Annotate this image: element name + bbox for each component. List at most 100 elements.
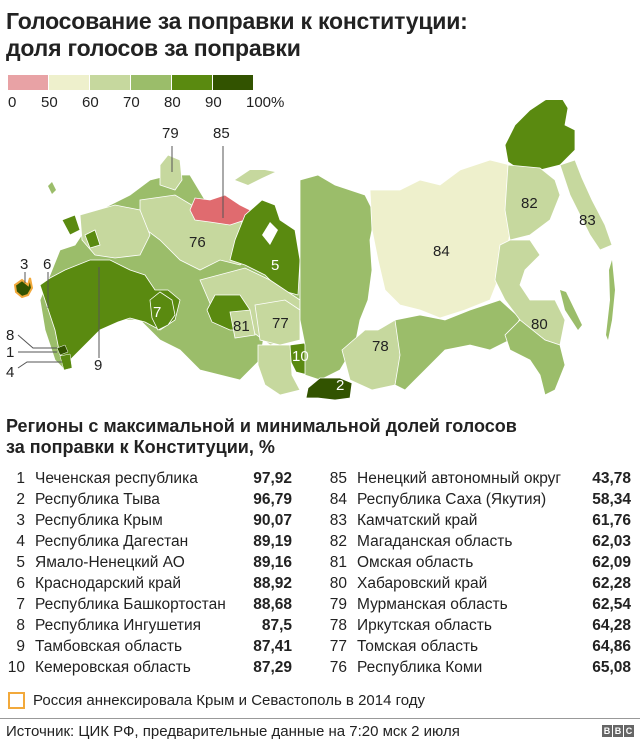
region-2-tyva	[305, 377, 353, 401]
region-name: Республика Ингушетия	[35, 617, 202, 634]
legend-tick: 90	[205, 94, 222, 111]
table-row: 76 Республика Коми 65,08	[320, 657, 636, 678]
table-row: 4 Республика Дагестан 89,19	[0, 531, 310, 552]
rank: 77	[329, 638, 347, 655]
bbc-logo-b2: B	[613, 725, 623, 737]
vote-share-value: 62,09	[592, 554, 631, 571]
region-name: Хабаровский край	[357, 575, 488, 592]
region-name: Краснодарский край	[35, 575, 181, 592]
region-central-light	[79, 204, 151, 259]
map-label-85: 85	[213, 125, 230, 142]
rank: 4	[16, 533, 25, 550]
region-name: Иркутская область	[357, 617, 492, 634]
vote-share-value: 87,29	[253, 659, 292, 676]
region-chukotka	[504, 100, 576, 171]
vote-share-value: 88,92	[253, 575, 292, 592]
table-row: 2 Республика Тыва 96,79	[0, 489, 310, 510]
rank: 83	[329, 512, 347, 529]
vote-share-value: 65,08	[592, 659, 631, 676]
vote-share-value: 62,03	[592, 533, 631, 550]
legend-tick: 70	[123, 94, 140, 111]
vote-share-value: 89,19	[253, 533, 292, 550]
region-name: Мурманская область	[357, 596, 508, 613]
region-83-kamchatka	[559, 159, 613, 251]
map-label-8: 8	[6, 327, 14, 344]
table-subtitle: Регионы с максимальной и минимальной дол…	[6, 416, 517, 458]
map-label-10: 10	[292, 348, 309, 365]
region-name: Республика Крым	[35, 512, 163, 529]
vote-share-value: 90,07	[253, 512, 292, 529]
table-row: 77 Томская область 64,86	[320, 636, 636, 657]
vote-share-value: 87,5	[261, 617, 292, 634]
rank: 8	[16, 617, 25, 634]
rank: 81	[329, 554, 347, 571]
table-row: 1 Чеченская республика 97,92	[0, 468, 310, 489]
legend-swatch-0-50	[8, 75, 48, 90]
islands-kuril	[606, 260, 615, 340]
legend-tick: 80	[164, 94, 181, 111]
table-row: 7 Республика Башкортостан 88,68	[0, 594, 310, 615]
map-label-6: 6	[43, 256, 51, 273]
subtitle-line-2: за поправки к Конституции, %	[6, 437, 275, 457]
map-label-4: 4	[6, 364, 14, 381]
region-transbaikal	[394, 299, 521, 391]
region-80-khabarovsk	[494, 239, 566, 346]
legend-tick: 0	[8, 94, 17, 111]
vote-share-value: 87,41	[253, 638, 292, 655]
rank: 78	[329, 617, 347, 634]
table-row: 80 Хабаровский край 62,28	[320, 573, 636, 594]
region-name: Кемеровская область	[35, 659, 191, 676]
vote-share-value: 58,34	[592, 491, 631, 508]
map-label-81: 81	[233, 318, 250, 335]
rank: 3	[16, 512, 25, 529]
region-name: Республика Коми	[357, 659, 483, 676]
region-name: Томская область	[357, 638, 479, 655]
map-label-84: 84	[433, 243, 450, 260]
vote-share-value: 62,28	[592, 575, 631, 592]
legend-swatch-90-100	[213, 75, 253, 90]
region-1-chechnya	[56, 344, 69, 356]
legend-swatch-70-80	[131, 75, 171, 90]
region-name: Тамбовская область	[35, 638, 183, 655]
island-sakhalin	[560, 290, 582, 330]
bbc-logo-c: C	[624, 725, 634, 737]
map-label-79: 79	[162, 125, 179, 142]
table-row: 9 Тамбовская область 87,41	[0, 636, 310, 657]
rank: 9	[16, 638, 25, 655]
map-label-5: 5	[271, 257, 279, 274]
vote-share-value: 88,68	[253, 596, 292, 613]
table-row: 3 Республика Крым 90,07	[0, 510, 310, 531]
chart-title: Голосование за поправки к конституции: д…	[6, 8, 468, 62]
region-79-murmansk	[159, 154, 183, 191]
map-label-3: 3	[20, 256, 28, 273]
rank: 82	[329, 533, 347, 550]
rank: 6	[16, 575, 25, 592]
subtitle-line-1: Регионы с максимальной и минимальной дол…	[6, 416, 517, 436]
region-85-nenets	[189, 194, 251, 226]
crimea-note-text: Россия аннексировала Крым и Севастополь …	[33, 692, 426, 709]
vote-share-value: 64,86	[592, 638, 631, 655]
map-label-77: 77	[272, 315, 289, 332]
table-row: 81 Омская область 62,09	[320, 552, 636, 573]
color-legend: 0 50 60 70 80 90 100%	[8, 75, 284, 112]
crimea-outline-legend-icon	[8, 692, 25, 709]
legend-bar	[8, 75, 254, 90]
footer-divider	[0, 718, 640, 719]
rank: 5	[16, 554, 25, 571]
leader-lines	[17, 146, 224, 369]
map-label-9: 9	[94, 357, 102, 374]
vote-share-value: 43,78	[592, 470, 631, 487]
legend-swatch-50-60	[49, 75, 89, 90]
vote-share-value: 61,76	[592, 512, 631, 529]
table-row: 8 Республика Ингушетия 87,5	[0, 615, 310, 636]
islands-novaya-zemlya	[235, 170, 275, 185]
title-line-2: доля голосов за поправки	[6, 35, 301, 61]
table-row: 83 Камчатский край 61,76	[320, 510, 636, 531]
table-row: 85 Ненецкий автономный округ 43,78	[320, 468, 636, 489]
region-4-dagestan	[59, 353, 73, 371]
table-row: 6 Краснодарский край 88,92	[0, 573, 310, 594]
rank: 85	[329, 470, 347, 487]
legend-tick: 100%	[246, 94, 285, 111]
region-kaliningrad	[48, 182, 56, 194]
map-label-82: 82	[521, 195, 538, 212]
